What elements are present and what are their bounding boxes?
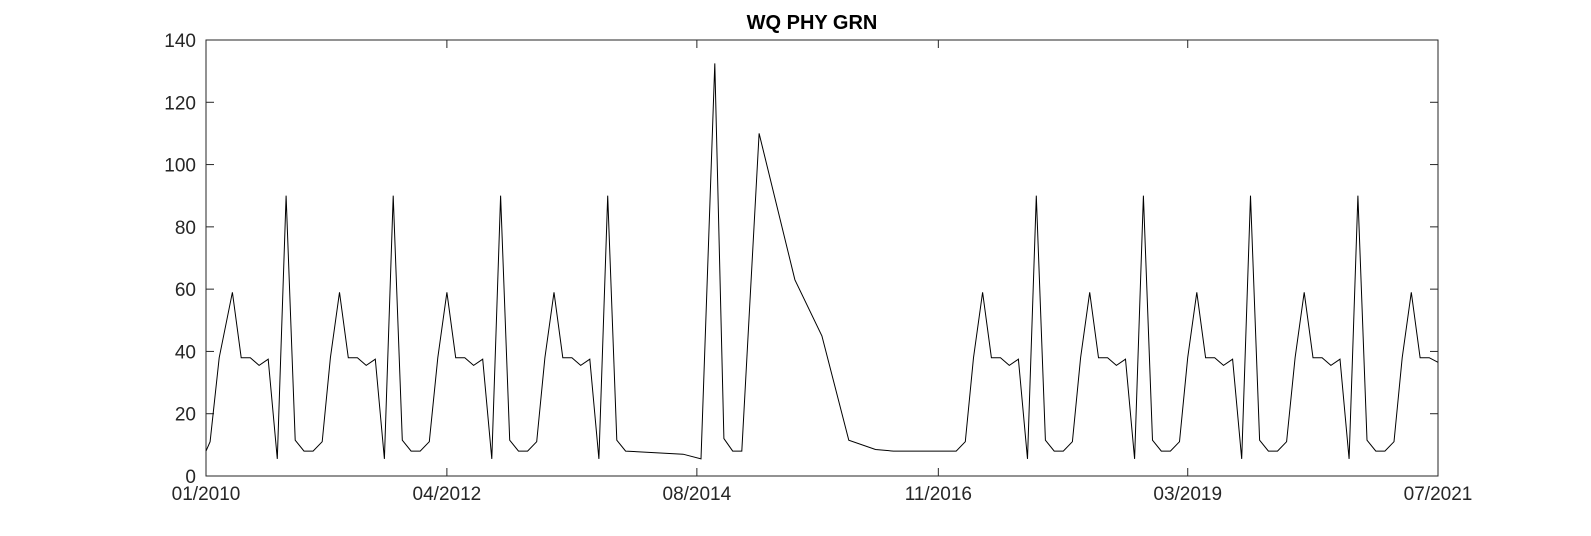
x-tick-label: 07/2021 xyxy=(1404,484,1473,505)
data-series xyxy=(205,63,1439,460)
x-tick-label: 01/2010 xyxy=(172,484,241,505)
y-tick-label: 100 xyxy=(164,156,196,177)
x-tick-label: 08/2014 xyxy=(663,484,732,505)
x-tick-label: 11/2016 xyxy=(905,484,972,505)
series-line xyxy=(205,63,1439,460)
x-tick-label: 03/2019 xyxy=(1153,484,1222,505)
chart-title: WQ PHY GRN xyxy=(747,12,878,34)
y-tick-label: 120 xyxy=(164,93,196,114)
y-tick-label: 80 xyxy=(175,218,196,239)
y-tick-label: 0 xyxy=(185,467,196,488)
plot-area-box xyxy=(205,39,1439,477)
y-tick-label: 140 xyxy=(164,31,196,52)
x-axis: 01/2010 04/2012 08/2014 11/2016 03/2019 07/20… xyxy=(172,40,1473,505)
x-tick-label: 04/2012 xyxy=(413,484,482,505)
y-axis: 0 20 40 60 80 100 120 140 xyxy=(164,31,1438,488)
y-tick-label: 20 xyxy=(175,405,196,426)
y-tick-label: 60 xyxy=(175,280,196,301)
y-tick-label: 40 xyxy=(175,342,196,363)
